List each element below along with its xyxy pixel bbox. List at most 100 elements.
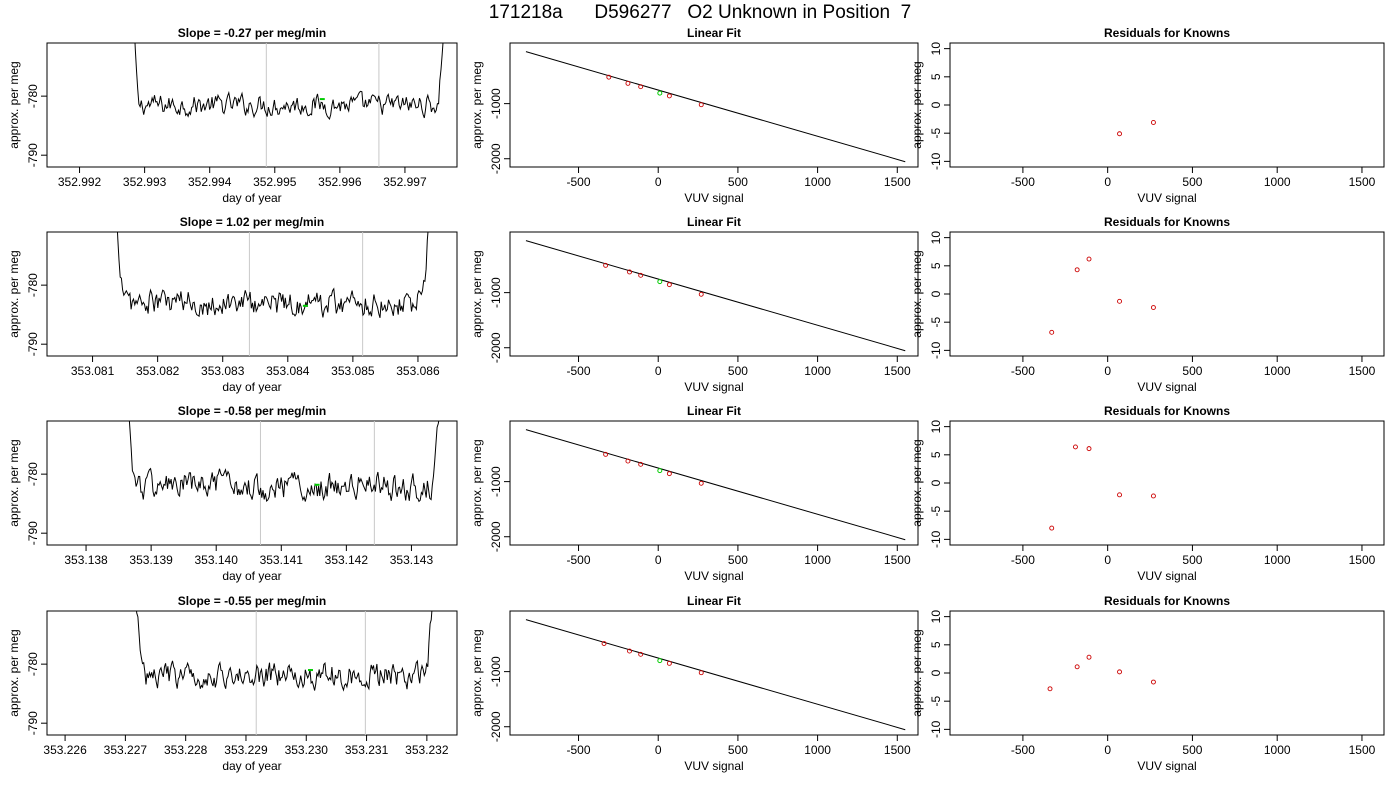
plot-area — [525, 240, 906, 352]
x-tick-label: 1500 — [1349, 364, 1376, 378]
residual-point — [1150, 493, 1156, 499]
known-point — [606, 74, 612, 80]
x-tick-label: 353.081 — [71, 364, 115, 378]
unknown-point — [657, 658, 663, 664]
x-tick-label: 1000 — [804, 553, 831, 567]
x-axis-label: VUV signal — [1137, 759, 1196, 773]
x-tick-label: 500 — [1182, 175, 1202, 189]
x-tick-label: 353.226 — [43, 743, 87, 757]
panel-title: Slope = -0.27 per meg/min — [178, 26, 326, 40]
fit-line — [525, 429, 906, 541]
x-axis-label: VUV signal — [1137, 191, 1196, 205]
known-point — [603, 262, 609, 268]
known-point — [698, 480, 704, 486]
y-tick-label: 5 — [929, 73, 943, 80]
y-tick-label: 0 — [929, 479, 943, 486]
residual-point — [1049, 525, 1055, 531]
plot-area — [134, 43, 444, 167]
y-axis-label: approx. per meg — [910, 629, 924, 716]
residual-point — [1117, 131, 1122, 137]
y-tick-label: -1000 — [489, 466, 503, 497]
panel-title: Linear Fit — [687, 26, 741, 40]
x-tick-label: 1500 — [1349, 553, 1376, 567]
x-tick-label: 353.138 — [64, 553, 108, 567]
y-axis-label: approx. per meg — [470, 61, 484, 148]
x-tick-label: 500 — [728, 175, 748, 189]
y-axis-label: approx. per meg — [910, 250, 924, 337]
y-axis-label: approx. per meg — [470, 629, 484, 716]
y-axis-label: approx. per meg — [7, 61, 21, 148]
known-point — [627, 269, 632, 275]
panel-r2-timeseries: Slope = 1.02 per meg/min 353.081 353.082 35… — [7, 215, 458, 394]
residual-point — [1049, 329, 1055, 335]
known-point — [666, 282, 672, 288]
trace-line — [128, 421, 440, 503]
y-tick-label: -10 — [929, 530, 943, 548]
plot-area — [116, 232, 429, 356]
residual-point — [1087, 38, 1091, 42]
x-axis-label: VUV signal — [684, 569, 743, 583]
y-tick-label: -780 — [26, 462, 40, 486]
x-tick-label: 500 — [728, 364, 748, 378]
x-tick-label: 1500 — [884, 743, 911, 757]
y-tick-label: 10 — [929, 231, 943, 245]
x-axis-label: day of year — [222, 191, 281, 205]
y-axis-label: approx. per meg — [470, 250, 484, 337]
x-axis-label: VUV signal — [1137, 380, 1196, 394]
plot-frame — [46, 231, 458, 357]
panel-r2-fit: Linear Fit -500 0 500 1000 1500 -1000 -2000 VUV … — [470, 215, 919, 394]
x-tick-label: 1500 — [1349, 743, 1376, 757]
x-tick-label: 352.994 — [188, 175, 232, 189]
x-tick-label: 1000 — [804, 743, 831, 757]
panel-r1-fit: Linear Fit -500 0 500 1000 1500 -1000 -2000 VUV … — [470, 26, 919, 205]
x-tick-label: 352.997 — [383, 175, 427, 189]
x-tick-label: 1500 — [884, 175, 911, 189]
residual-point — [1117, 669, 1122, 675]
y-tick-label: -790 — [26, 332, 40, 356]
x-tick-label: 353.140 — [195, 553, 239, 567]
residual-point — [1086, 256, 1092, 262]
x-axis-label: VUV signal — [684, 759, 743, 773]
fit-line — [525, 240, 906, 352]
residual-point — [1074, 664, 1080, 670]
panel-r3-fit: Linear Fit -500 0 500 1000 1500 -1000 -2000 VUV … — [470, 404, 919, 583]
y-tick-label: -2000 — [489, 521, 503, 552]
known-point — [638, 272, 644, 278]
plot-area — [525, 51, 906, 163]
residual-point — [1117, 492, 1122, 498]
residual-point — [1047, 686, 1053, 692]
y-axis-label: approx. per meg — [910, 439, 924, 526]
x-tick-label: -500 — [567, 553, 591, 567]
plot-frame — [46, 610, 458, 736]
x-tick-label: 353.082 — [136, 364, 180, 378]
residual-point — [1117, 298, 1122, 304]
plot-area — [1047, 654, 1156, 692]
trace-line — [116, 232, 429, 319]
plot-frame — [949, 420, 1385, 546]
known-point — [698, 291, 704, 297]
y-tick-label: -790 — [26, 711, 40, 735]
known-point — [625, 80, 631, 86]
plot-area — [1087, 38, 1156, 137]
panel-title: Residuals for Knowns — [1104, 594, 1230, 608]
known-point — [638, 461, 644, 467]
x-axis-label: VUV signal — [684, 191, 743, 205]
known-point — [638, 84, 644, 90]
y-tick-label: 10 — [929, 42, 943, 56]
panel-r2-residuals: Residuals for Knowns -500 0 500 1000 1500 10 5 0… — [910, 215, 1385, 394]
y-tick-label: -2000 — [489, 711, 503, 742]
residual-point — [1086, 654, 1092, 660]
panel-r3-residuals: Residuals for Knowns -500 0 500 1000 1500 10 5 0… — [910, 404, 1385, 583]
x-tick-label: 500 — [728, 553, 748, 567]
panel-title: Residuals for Knowns — [1104, 26, 1230, 40]
panel-r4-residuals: Residuals for Knowns -500 0 500 1000 1500 10 5 0… — [910, 594, 1385, 773]
plot-frame — [509, 42, 919, 168]
x-axis-label: day of year — [222, 569, 281, 583]
y-tick-label: 10 — [929, 420, 943, 434]
x-axis-label: VUV signal — [684, 380, 743, 394]
x-tick-label: 1500 — [1349, 175, 1376, 189]
x-tick-label: 0 — [1104, 364, 1111, 378]
x-tick-label: 352.992 — [58, 175, 102, 189]
x-tick-label: 352.995 — [253, 175, 297, 189]
x-tick-label: 500 — [1182, 743, 1202, 757]
